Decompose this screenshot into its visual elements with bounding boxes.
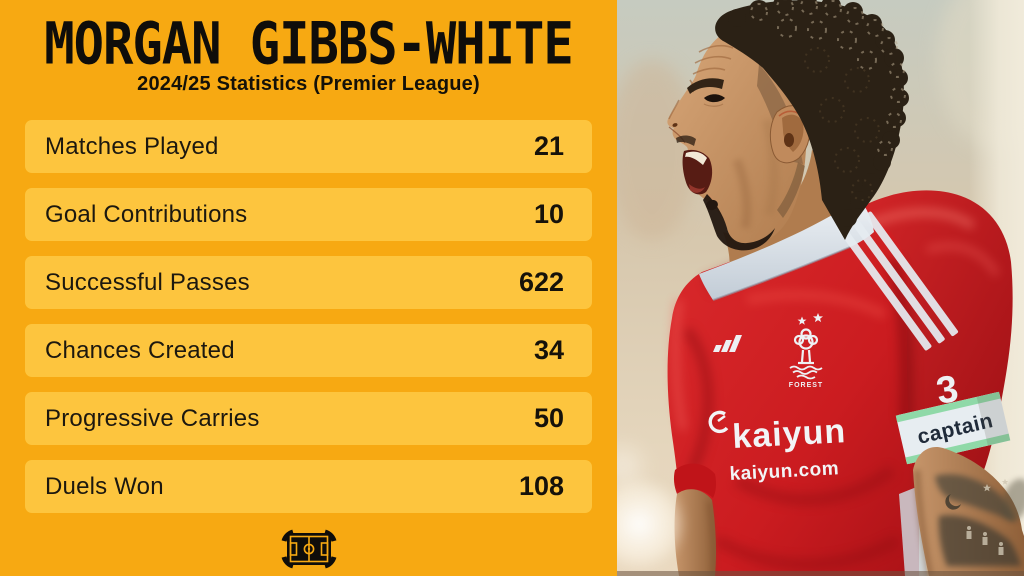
stat-row-goal-contributions: Goal Contributions 10	[25, 188, 592, 241]
stat-value: 21	[533, 131, 564, 161]
tattoo-band	[935, 474, 1016, 522]
bokeh-light	[617, 440, 649, 492]
football-pitch-icon	[280, 528, 338, 570]
stat-value: 10	[533, 199, 564, 229]
stat-label: Goal Contributions	[45, 200, 248, 228]
nottingham-forest-crest-icon: FOREST	[789, 313, 823, 389]
tattoo-star	[1001, 478, 1009, 485]
stat-label: Progressive Carries	[45, 404, 260, 432]
stat-value: 50	[533, 403, 564, 433]
crest-star-icon	[813, 313, 823, 323]
page-title: MORGAN GIBBS-WHITE	[44, 10, 573, 78]
stat-value: 622	[518, 267, 564, 297]
page-subtitle: 2024/25 Statistics (Premier League)	[137, 73, 480, 95]
stat-value: 108	[518, 471, 564, 501]
photo-bottom-edge	[617, 571, 1024, 576]
stat-row-matches-played: Matches Played 21	[25, 120, 592, 173]
stat-row-progressive-carries: Progressive Carries 50	[25, 392, 592, 445]
ear	[769, 105, 811, 164]
sponsor-text: kaiyun	[731, 412, 847, 456]
crest-text: FOREST	[789, 382, 823, 389]
adidas-shoulder-stripes-icon	[835, 211, 959, 351]
stat-row-chances-created: Chances Created 34	[25, 324, 592, 377]
player-head	[667, 0, 909, 251]
shirt-collar	[699, 198, 874, 301]
tattoo-crescent	[945, 494, 961, 510]
adidas-logo-icon	[713, 335, 742, 352]
stat-label: Chances Created	[45, 336, 235, 364]
stat-row-successful-passes: Successful Passes 622	[25, 256, 592, 309]
kaiyun-ring-logo-icon	[708, 410, 729, 434]
crest-star-icon	[797, 316, 807, 325]
curly-hair	[715, 0, 909, 240]
stats-panel: MORGAN GIBBS-WHITE 2024/25 Statistics (P…	[0, 0, 617, 576]
stat-label: Duels Won	[45, 472, 164, 500]
stats-list: Matches Played 21 Goal Contributions 10 …	[25, 120, 592, 528]
tattoo-star	[983, 484, 991, 492]
stat-row-duels-won: Duels Won 108	[25, 460, 592, 513]
player-photo: FOREST kaiyun kaiyun.com 3	[617, 0, 1024, 576]
bokeh-light	[617, 476, 687, 572]
captain-armband: captain	[895, 391, 1011, 465]
stat-value: 34	[533, 335, 564, 365]
stat-label: Matches Played	[45, 132, 219, 160]
stat-label: Successful Passes	[45, 268, 250, 296]
tattooed-arm	[913, 446, 1024, 576]
